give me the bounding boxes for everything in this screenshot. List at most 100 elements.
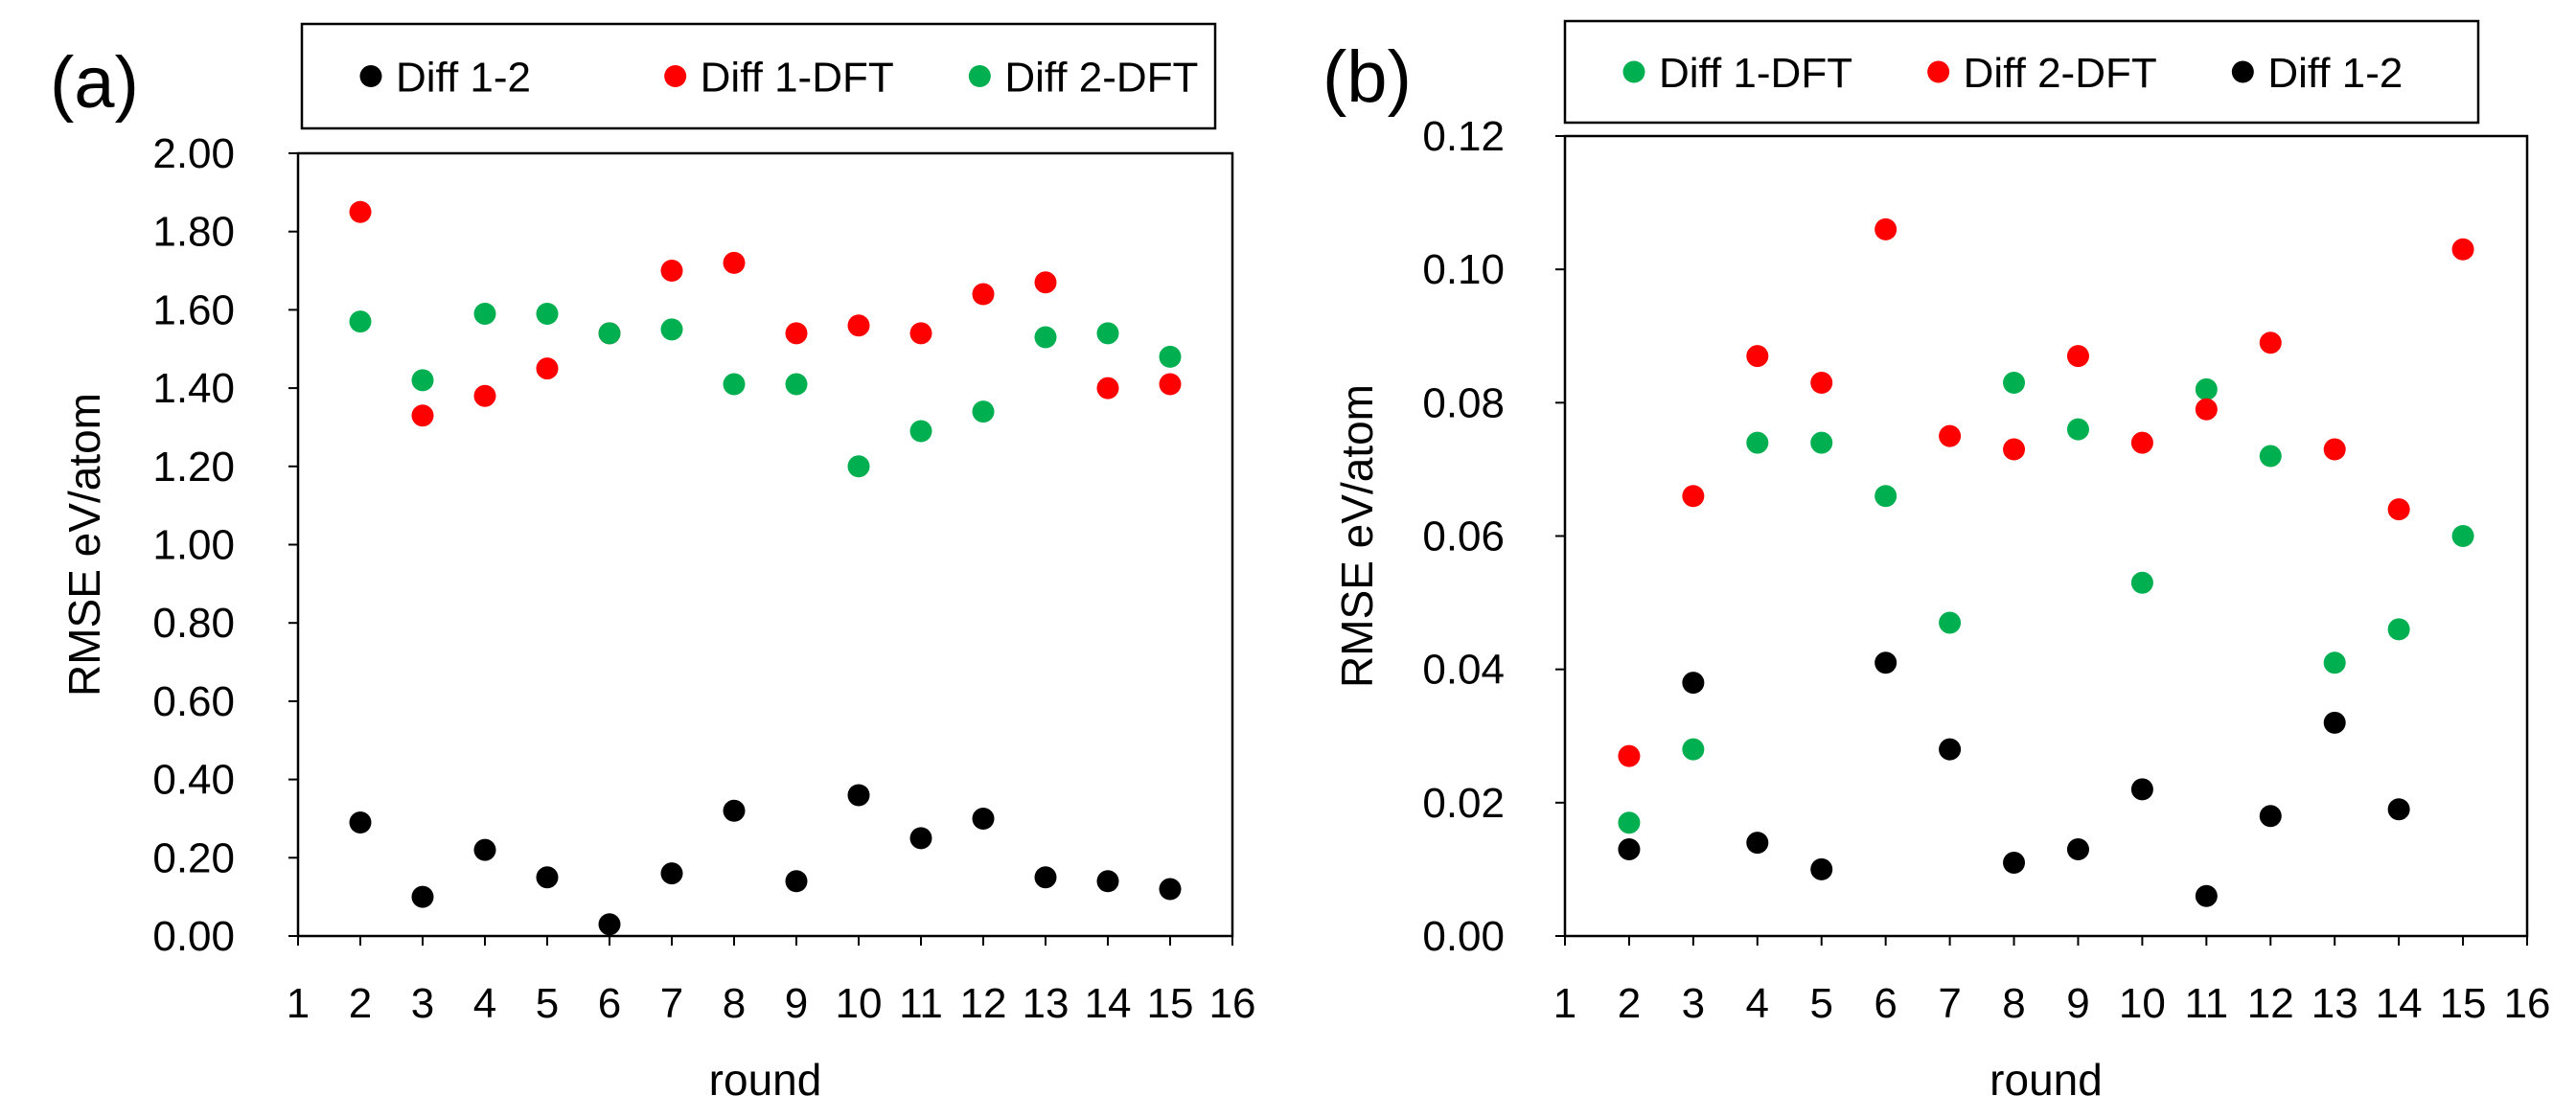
- data-point: [598, 913, 621, 936]
- x-tick-label: 4: [473, 980, 496, 1027]
- data-point: [660, 862, 683, 885]
- data-point: [2130, 778, 2153, 801]
- data-point: [1618, 744, 1641, 767]
- y-tick-label: 0.00: [152, 913, 235, 960]
- data-point: [847, 314, 870, 337]
- x-tick-label: 7: [1938, 980, 1961, 1027]
- data-point: [473, 384, 496, 407]
- data-point: [1746, 345, 1769, 368]
- data-point: [411, 369, 434, 392]
- x-tick-label: 13: [2312, 980, 2358, 1027]
- data-point: [1939, 424, 1962, 447]
- y-tick-label: 0.20: [152, 834, 235, 881]
- legend-box: [1563, 19, 2480, 125]
- data-point: [1159, 345, 1182, 368]
- data-point: [972, 283, 995, 306]
- data-point: [411, 885, 434, 908]
- data-point: [785, 373, 808, 396]
- x-tick-label: 12: [960, 980, 1007, 1027]
- legend-box: [300, 22, 1217, 130]
- x-tick-label: 9: [785, 980, 808, 1027]
- x-tick-label: 12: [2247, 980, 2294, 1027]
- data-point: [2195, 884, 2218, 907]
- data-point: [1874, 485, 1898, 508]
- x-tick-label: 7: [660, 980, 683, 1027]
- data-point: [1096, 377, 1119, 400]
- y-tick-label: 0.02: [1422, 780, 1505, 827]
- data-point: [1096, 870, 1119, 893]
- legend-label: Diff 1-2: [2267, 50, 2403, 97]
- y-tick-label: 0.80: [152, 600, 235, 647]
- data-point: [2066, 838, 2089, 861]
- y-tick-label: 1.60: [152, 286, 235, 333]
- data-point: [473, 838, 496, 861]
- legend-label: Diff 2-DFT: [1004, 55, 1198, 102]
- data-point: [1034, 866, 1057, 889]
- legend: Diff 1-DFT Diff 2-DFT Diff 1-2: [1563, 19, 2480, 125]
- x-tick-label: 15: [1147, 980, 1194, 1027]
- data-point: [1618, 838, 1641, 861]
- y-tick-label: 0.12: [1422, 113, 1505, 160]
- data-point: [660, 318, 683, 341]
- data-point: [1682, 672, 1705, 695]
- x-tick-label: 16: [1209, 980, 1256, 1027]
- x-tick-label: 8: [723, 980, 746, 1027]
- x-tick-label: 5: [1809, 980, 1832, 1027]
- y-tick-label: 0.60: [152, 678, 235, 725]
- x-tick-label: 6: [1874, 980, 1897, 1027]
- series-diff-1-2: [349, 784, 1182, 936]
- data-point: [536, 866, 559, 889]
- x-tick-label: 1: [287, 980, 310, 1027]
- panel-b: (b)0.000.020.040.060.080.100.121 2 3 4 5 6 7 8 9…: [1322, 19, 2551, 1105]
- data-point: [536, 357, 559, 380]
- x-tick-label: 10: [836, 980, 883, 1027]
- x-tick-label: 14: [1085, 980, 1132, 1027]
- legend-marker: [664, 65, 687, 87]
- data-point: [2003, 371, 2026, 394]
- data-point: [1682, 738, 1705, 761]
- y-tick-label: 1.00: [152, 522, 235, 569]
- data-point: [2387, 618, 2410, 641]
- data-point: [2259, 331, 2282, 354]
- data-point: [972, 400, 995, 423]
- x-axis-title: round: [1990, 1055, 2103, 1105]
- y-tick-label: 0.08: [1422, 379, 1505, 426]
- data-point: [2066, 418, 2089, 441]
- legend-marker: [2231, 60, 2254, 83]
- x-tick-label: 9: [2066, 980, 2089, 1027]
- x-tick-label: 1: [1553, 980, 1576, 1027]
- data-point: [2323, 651, 2346, 674]
- data-point: [909, 827, 932, 850]
- legend-label: Diff 1-DFT: [1659, 50, 1852, 97]
- data-point: [660, 260, 683, 283]
- legend-label: Diff 1-2: [396, 55, 531, 102]
- data-point: [2066, 345, 2089, 368]
- x-tick-label: 13: [1023, 980, 1070, 1027]
- data-point: [1746, 431, 1769, 454]
- data-point: [909, 322, 932, 345]
- legend-marker: [1622, 60, 1645, 83]
- x-tick-label: 16: [2504, 980, 2551, 1027]
- data-point: [536, 302, 559, 325]
- data-point: [2323, 711, 2346, 734]
- data-point: [1939, 611, 1962, 634]
- y-axis-title: RMSE eV/atom: [59, 393, 109, 697]
- data-point: [2387, 798, 2410, 821]
- legend-marker: [1927, 60, 1950, 83]
- data-point: [1159, 373, 1182, 396]
- data-point: [1874, 651, 1898, 674]
- x-tick-label: 2: [349, 980, 372, 1027]
- y-tick-label: 1.20: [152, 444, 235, 491]
- y-tick-label: 0.06: [1422, 514, 1505, 560]
- legend-marker: [968, 65, 991, 87]
- x-tick-label: 2: [1618, 980, 1641, 1027]
- data-point: [411, 404, 434, 427]
- y-tick-label: 1.40: [152, 365, 235, 412]
- y-tick-label: 0.04: [1422, 647, 1505, 694]
- data-point: [1810, 371, 1833, 394]
- x-axis-title: round: [709, 1055, 822, 1105]
- data-point: [723, 251, 746, 274]
- x-tick-label: 3: [411, 980, 434, 1027]
- y-tick-label: 0.00: [1422, 913, 1505, 960]
